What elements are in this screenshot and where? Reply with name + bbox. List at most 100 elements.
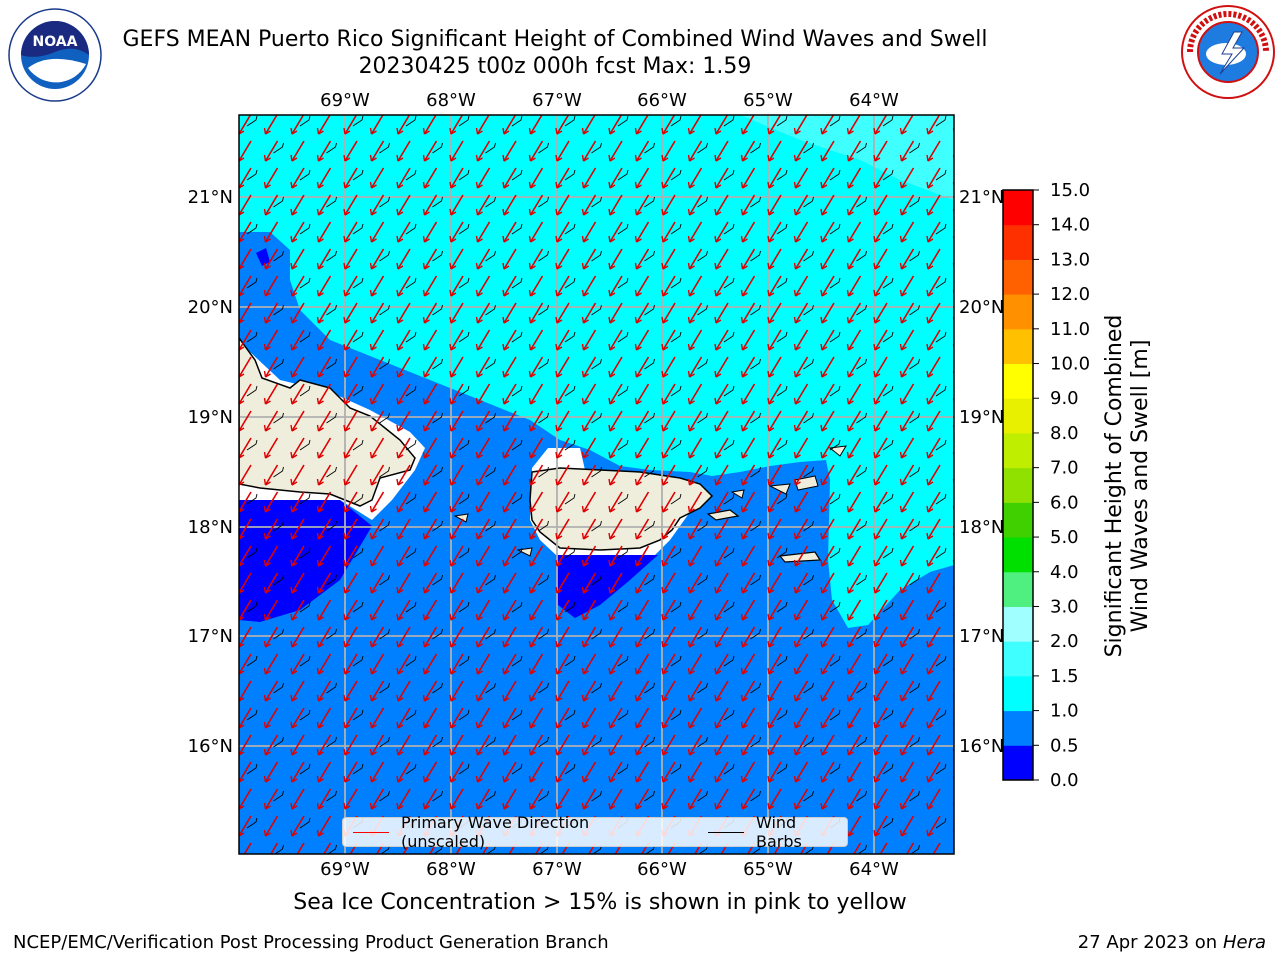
wave-arrow-head	[634, 478, 642, 486]
wind-barb	[538, 358, 549, 370]
wind-barb	[405, 169, 417, 181]
wave-arrow-head	[581, 343, 589, 351]
wave-arrow-head	[634, 397, 642, 405]
wind-barb	[829, 601, 841, 613]
wave-arrow	[582, 356, 597, 378]
svg-text:18°N: 18°N	[188, 517, 233, 538]
wave-arrow	[768, 545, 782, 567]
wave-arrow	[768, 410, 782, 432]
wave-arrow-head	[239, 372, 245, 378]
wave-arrow-head	[793, 316, 801, 324]
wind-barb	[803, 358, 814, 370]
wave-arrow	[423, 707, 438, 729]
wave-arrow	[503, 275, 517, 297]
wave-arrow-head	[343, 208, 351, 216]
wave-arrow	[370, 653, 385, 675]
wind-barb	[617, 601, 629, 613]
wave-arrow-head	[528, 505, 536, 513]
wave-arrow	[556, 707, 570, 729]
wave-arrow-head	[767, 154, 775, 162]
wind-barb	[670, 385, 682, 397]
wave-arrow	[397, 545, 411, 567]
wave-arrow	[344, 599, 358, 621]
colorbar-tick-label: 1.5	[1050, 666, 1079, 687]
wave-arrow-head	[316, 478, 324, 486]
wave-arrow-head	[661, 181, 669, 189]
wave-arrow-head	[528, 721, 536, 729]
wave-arrow	[397, 356, 411, 378]
colorbar-tick-label: 6.0	[1050, 492, 1079, 513]
wave-arrow	[344, 194, 358, 216]
wave-arrow-head	[265, 857, 271, 863]
wind-barb	[856, 628, 867, 640]
wave-arrow-head	[555, 775, 563, 783]
wind-barb	[299, 223, 311, 235]
wave-arrow	[370, 115, 384, 135]
wave-arrow-head	[369, 505, 377, 513]
wave-arrow-head	[369, 613, 377, 621]
wave-arrow-head	[634, 775, 642, 783]
wave-arrow	[317, 194, 332, 216]
wave-arrow-head	[502, 343, 510, 351]
wave-arrow	[847, 653, 862, 675]
wind-barb	[246, 385, 258, 397]
wind-barb	[882, 115, 894, 127]
wave-arrow	[291, 815, 305, 837]
wave-arrow-head	[634, 424, 642, 432]
wave-arrow	[741, 788, 756, 810]
wave-arrow	[291, 491, 305, 513]
wave-arrow-head	[661, 613, 669, 621]
wave-arrow-head	[583, 857, 589, 863]
wind-barb	[326, 790, 337, 802]
wave-arrow	[609, 599, 623, 621]
wave-arrow	[768, 140, 782, 162]
wave-arrow	[794, 788, 809, 810]
wind-barb	[644, 466, 655, 478]
wave-arrow	[847, 302, 862, 324]
wave-arrow-head	[475, 721, 483, 729]
wind-barb	[776, 331, 788, 343]
wind-barb	[776, 223, 788, 235]
wave-arrow-head	[901, 857, 907, 863]
colorbar-segment	[1003, 675, 1033, 712]
wave-arrow-head	[369, 559, 377, 567]
wave-arrow-head	[608, 451, 616, 459]
wind-barb	[458, 115, 470, 127]
wave-arrow	[741, 302, 756, 324]
wave-arrow-head	[740, 613, 748, 621]
wave-arrow-head	[422, 343, 430, 351]
wave-arrow-head	[369, 235, 377, 243]
wave-arrow	[821, 356, 835, 378]
wave-arrow	[476, 545, 491, 567]
wind-barb	[273, 142, 284, 154]
wind-barb	[379, 358, 390, 370]
wind-barb	[776, 115, 788, 127]
wind-barb	[776, 169, 788, 181]
wind-barb	[909, 736, 920, 748]
wave-arrow-head	[555, 505, 563, 513]
wind-barb	[935, 763, 947, 775]
wave-arrow	[397, 410, 411, 432]
wave-arrow	[688, 734, 703, 756]
wind-barb	[405, 763, 417, 775]
wind-barb	[432, 466, 443, 478]
wave-arrow-head	[581, 262, 589, 270]
wave-arrow	[794, 302, 809, 324]
wave-arrow-head	[608, 478, 616, 486]
wind-barb	[909, 574, 920, 586]
wave-arrow-head	[793, 694, 801, 702]
wave-arrow-head	[369, 775, 377, 783]
sea-ice-note: Sea Ice Concentration > 15% is shown in …	[293, 890, 907, 915]
wind-barb	[432, 358, 443, 370]
wave-arrow	[609, 248, 623, 270]
wind-barb	[246, 277, 258, 289]
wave-arrow-head	[555, 154, 563, 162]
wind-barb	[670, 331, 682, 343]
wave-arrow	[741, 707, 756, 729]
wind-barb	[723, 277, 735, 289]
wave-arrow-head	[793, 775, 801, 783]
svg-text:19°N: 19°N	[188, 407, 233, 428]
wave-arrow	[370, 734, 385, 756]
wave-arrow-head	[396, 775, 404, 783]
wave-arrow	[556, 302, 570, 324]
